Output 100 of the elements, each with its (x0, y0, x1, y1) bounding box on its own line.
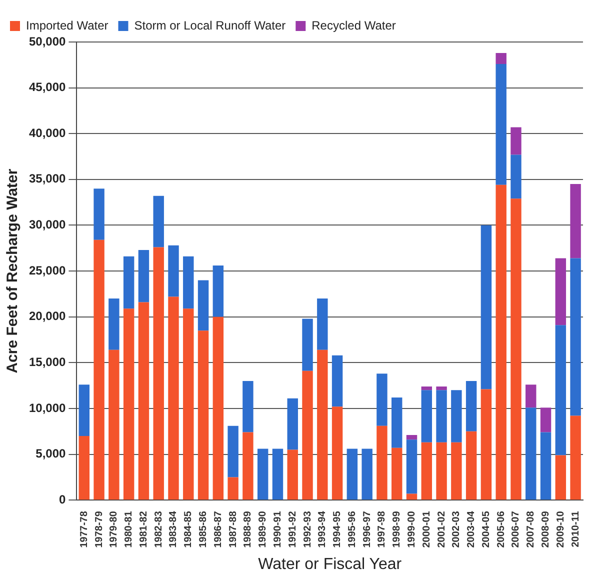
bar (287, 398, 298, 450)
bar (183, 256, 194, 309)
bar (287, 450, 298, 500)
bar (406, 440, 418, 494)
x-tick-label: 1987-88 (228, 510, 239, 548)
bar (108, 350, 120, 500)
bar (376, 426, 388, 500)
bar (466, 380, 477, 432)
bar (570, 184, 581, 258)
bar (480, 225, 492, 390)
x-tick-label: 1993-94 (317, 510, 328, 548)
bar (78, 436, 90, 500)
bar (555, 455, 566, 500)
bar (228, 426, 238, 478)
bar (526, 408, 536, 500)
x-tick-label: 1979-80 (108, 510, 120, 548)
bar (555, 258, 566, 326)
x-tick-label: 1988-89 (242, 510, 254, 548)
bar (421, 390, 432, 442)
y-tick-label: 15,000 (29, 354, 66, 369)
bar (198, 280, 209, 331)
bar (168, 296, 179, 500)
bar (168, 245, 179, 297)
x-tick-label: 2008-09 (540, 510, 552, 548)
bar (138, 302, 150, 500)
bar (496, 64, 506, 185)
bar (317, 350, 328, 500)
bar (362, 448, 372, 500)
x-tick-label: 1999-00 (406, 510, 418, 548)
x-tick-label: 2009-10 (555, 510, 566, 548)
bar (451, 390, 462, 442)
bar (540, 432, 552, 500)
bar (496, 52, 506, 64)
y-tick-label: 30,000 (29, 218, 66, 232)
bar (123, 308, 134, 500)
bar (153, 196, 164, 248)
bar (183, 308, 194, 500)
bar (496, 184, 506, 500)
bar (376, 374, 388, 426)
x-tick-label: 1989-90 (258, 510, 269, 548)
x-tick-label: 2006-07 (510, 510, 522, 548)
x-tick-label: 1997-98 (376, 510, 388, 548)
bar (526, 384, 536, 408)
bar (212, 316, 224, 500)
x-tick-label: 1978-79 (94, 510, 105, 548)
y-tick-label: 35,000 (29, 172, 66, 186)
bar (346, 448, 358, 500)
x-tick-label: 2002-03 (451, 510, 462, 548)
x-axis-title: Water or Fiscal Year (258, 556, 402, 573)
bar (94, 188, 104, 240)
bar (242, 380, 254, 432)
x-tick-label: 1996-97 (362, 510, 373, 548)
x-tick-label: 1990-91 (272, 510, 284, 548)
y-tick-label: 50,000 (29, 34, 66, 48)
x-tick-label: 1977-78 (78, 510, 90, 548)
bar (302, 370, 313, 500)
y-tick-label: 25,000 (29, 263, 66, 278)
bar (540, 408, 552, 432)
x-tick-label: 2003-04 (466, 510, 478, 548)
x-tick-label: 1981-82 (138, 510, 150, 548)
bar (436, 442, 447, 500)
bar (242, 432, 254, 500)
x-tick-label: 1994-95 (332, 510, 344, 548)
x-tick-label: 1986-87 (212, 510, 224, 548)
x-tick-label: 2010-11 (570, 510, 582, 548)
bar (138, 250, 150, 302)
x-tick-label: 2007-08 (526, 510, 537, 548)
bar (123, 256, 134, 309)
bar (78, 384, 90, 436)
x-tick-label: 2000-01 (421, 510, 432, 548)
bar (480, 389, 492, 500)
x-tick-label: 2001-02 (436, 510, 448, 548)
legend-label: Recycled Water (312, 18, 396, 32)
bar (108, 298, 120, 350)
bar (570, 258, 581, 416)
bar (436, 386, 447, 390)
y-tick-label: 45,000 (29, 80, 66, 94)
y-tick-label: 5,000 (36, 446, 66, 461)
x-tick-label: 1985-86 (198, 510, 210, 548)
bar (212, 266, 224, 317)
bar (406, 494, 418, 500)
bar (510, 198, 522, 500)
x-tick-label: 1998-99 (392, 510, 403, 548)
bar (198, 330, 209, 500)
bar (257, 448, 268, 500)
x-tick-label: 1995-96 (346, 510, 358, 548)
legend-label: Imported Water (26, 18, 108, 32)
x-tick-label: 1980-81 (124, 510, 135, 548)
bar (317, 298, 328, 350)
y-axis-title: Acre Feet of Recharge Water (4, 168, 22, 374)
x-tick-label: 1984-85 (183, 510, 194, 548)
bar (421, 386, 432, 390)
bar (451, 442, 462, 500)
x-tick-label: 2005-06 (496, 510, 507, 548)
bar (228, 477, 238, 500)
x-tick-label: 1991-92 (287, 510, 298, 548)
x-tick-label: 1982-83 (153, 510, 164, 548)
x-tick-label: 2004-05 (480, 510, 492, 548)
bar (153, 247, 164, 500)
bar (436, 390, 447, 442)
